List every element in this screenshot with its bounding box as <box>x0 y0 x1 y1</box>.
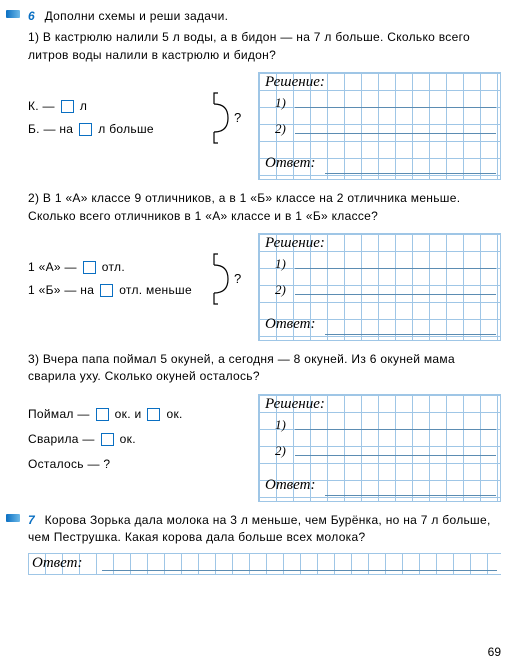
input-box[interactable] <box>83 261 96 274</box>
input-box[interactable] <box>96 408 109 421</box>
solution-grid-2[interactable]: Решение: 1) 2) Ответ: <box>258 233 501 341</box>
problem-2-text: 2) В 1 «А» классе 9 отличников, а в 1 «Б… <box>28 190 501 225</box>
problem-3-row: Поймал — ок. и ок. Сварила — ок. Осталос… <box>28 394 501 502</box>
exercise-6-title: 6 Дополни схемы и реши задачи. <box>28 8 501 25</box>
problem-1-schema: К. — л Б. — на л больше ? <box>28 72 248 146</box>
answer-label: Ответ: <box>32 555 82 572</box>
problem-1-text: 1) В кастрюлю налили 5 л воды, а в бидон… <box>28 29 501 64</box>
step-1-label: 1) <box>275 95 286 111</box>
solution-grid-3[interactable]: Решение: 1) 2) Ответ: <box>258 394 501 502</box>
exercise-7-text: 7 Корова Зорька дала молока на 3 л меньш… <box>28 512 501 547</box>
problem-3-schema: Поймал — ок. и ок. Сварила — ок. Осталос… <box>28 394 248 478</box>
schema-line-a: 1 «А» — отл. <box>28 256 208 279</box>
schema-caught: Поймал — ок. и ок. <box>28 402 248 427</box>
answer-label: Ответ: <box>265 477 315 494</box>
exercise-6: 6 Дополни схемы и реши задачи. 1) В каст… <box>28 8 501 502</box>
step-1-label: 1) <box>275 256 286 272</box>
schema-cooked: Сварила — ок. <box>28 427 248 452</box>
schema-line-k: К. — л <box>28 95 208 118</box>
step-1-label: 1) <box>275 417 286 433</box>
exercise-marker-icon <box>6 514 20 522</box>
problem-2-row: 1 «А» — отл. 1 «Б» — на отл. меньше ? Ре… <box>28 233 501 341</box>
exercise-7-body: Корова Зорька дала молока на 3 л меньше,… <box>28 513 491 544</box>
step-2-label: 2) <box>275 443 286 459</box>
step-2-label: 2) <box>275 282 286 298</box>
exercise-number: 7 <box>28 513 35 527</box>
schema-left: Осталось — ? <box>28 452 248 477</box>
solution-grid-1[interactable]: Решение: 1) 2) Ответ: <box>258 72 501 180</box>
answer-label: Ответ: <box>265 155 315 172</box>
input-box[interactable] <box>101 433 114 446</box>
solution-label: Решение: <box>265 74 325 91</box>
input-box[interactable] <box>100 284 113 297</box>
problem-3-text: 3) Вчера папа поймал 5 окуней, а сегодня… <box>28 351 501 386</box>
exercise-7: 7 Корова Зорька дала молока на 3 л меньш… <box>28 512 501 575</box>
answer-label: Ответ: <box>265 316 315 333</box>
answer-row[interactable]: Ответ: <box>28 553 501 575</box>
exercise-marker-icon <box>6 10 20 18</box>
exercise-number: 6 <box>28 9 35 23</box>
svg-text:?: ? <box>234 110 242 125</box>
problem-2-schema: 1 «А» — отл. 1 «Б» — на отл. меньше ? <box>28 233 248 307</box>
solution-label: Решение: <box>265 235 325 252</box>
page-number: 69 <box>488 645 501 659</box>
answer-underline <box>102 570 497 571</box>
problem-1-row: К. — л Б. — на л больше ? Решение: 1) <box>28 72 501 180</box>
schema-line-b: Б. — на л больше <box>28 118 208 141</box>
input-box[interactable] <box>79 123 92 136</box>
exercise-title-text: Дополни схемы и реши задачи. <box>45 9 229 23</box>
step-2-label: 2) <box>275 121 286 137</box>
bracket-icon: ? <box>212 251 248 307</box>
schema-line-b2: 1 «Б» — на отл. меньше <box>28 279 208 302</box>
svg-text:?: ? <box>234 271 242 286</box>
input-box[interactable] <box>61 100 74 113</box>
input-box[interactable] <box>147 408 160 421</box>
bracket-icon: ? <box>212 90 248 146</box>
solution-label: Решение: <box>265 396 325 413</box>
